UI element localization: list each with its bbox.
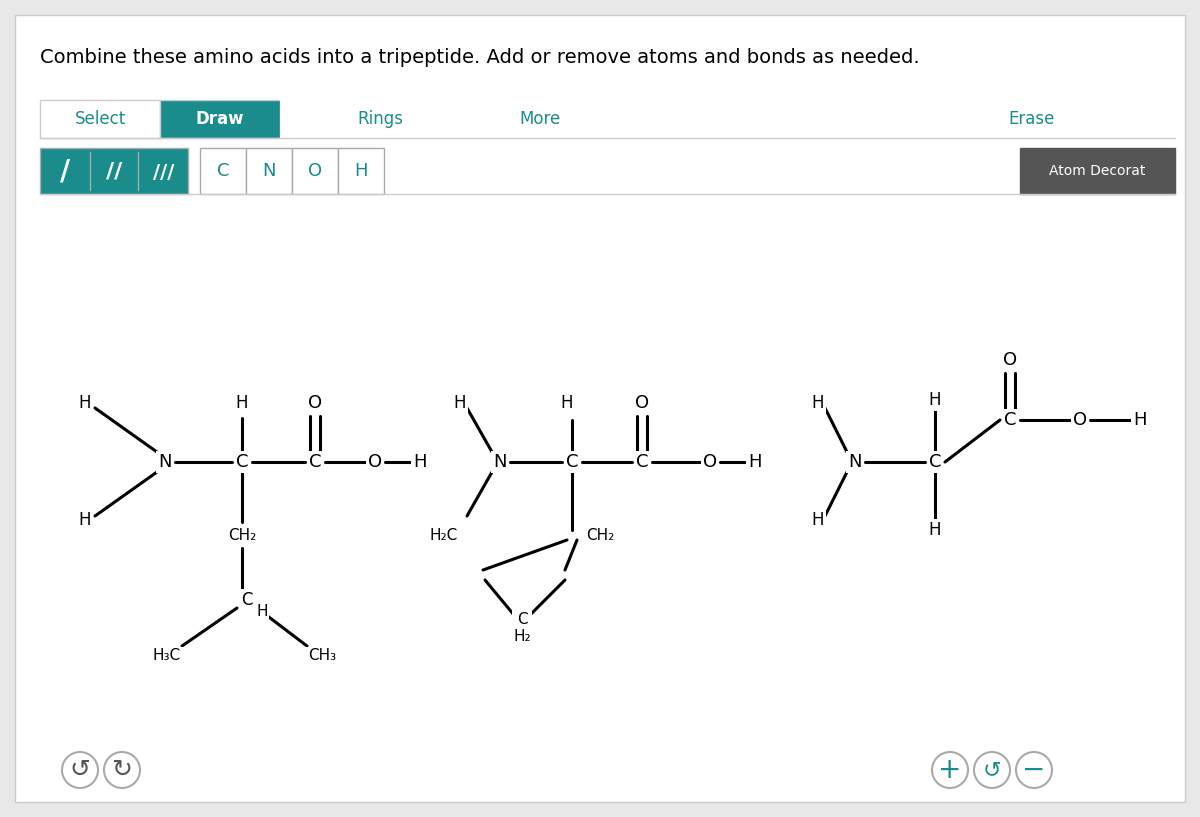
Text: O: O — [1073, 411, 1087, 429]
Text: O: O — [635, 394, 649, 412]
Text: N: N — [848, 453, 862, 471]
Circle shape — [932, 752, 968, 788]
Text: More: More — [520, 110, 560, 128]
Text: C: C — [636, 453, 648, 471]
Text: C: C — [308, 453, 322, 471]
Text: CH₂: CH₂ — [586, 528, 614, 542]
Text: H: H — [235, 394, 248, 412]
Text: /: / — [60, 157, 70, 185]
Text: H: H — [79, 394, 91, 412]
Bar — [40, 148, 188, 194]
Text: N: N — [263, 162, 276, 180]
Text: C: C — [565, 453, 578, 471]
Text: O: O — [1003, 351, 1018, 369]
Text: Rings: Rings — [358, 110, 403, 128]
Text: O: O — [703, 453, 718, 471]
Text: H: H — [929, 391, 941, 409]
Text: N: N — [493, 453, 506, 471]
Text: H: H — [257, 605, 268, 619]
Text: H: H — [811, 394, 824, 412]
Text: H: H — [811, 511, 824, 529]
Text: Draw: Draw — [196, 110, 245, 128]
Text: ///: /// — [154, 163, 175, 181]
Text: Combine these amino acids into a tripeptide. Add or remove atoms and bonds as ne: Combine these amino acids into a tripept… — [40, 47, 919, 66]
Text: Erase: Erase — [1009, 110, 1055, 128]
Text: C: C — [217, 162, 229, 180]
Text: O: O — [308, 394, 322, 412]
Text: CH₃: CH₃ — [308, 649, 336, 663]
Text: H: H — [354, 162, 367, 180]
Bar — [338, 148, 384, 194]
Text: H: H — [454, 394, 467, 412]
Text: O: O — [308, 162, 322, 180]
Bar — [280, 100, 400, 138]
Text: Select: Select — [74, 110, 126, 128]
Circle shape — [104, 752, 140, 788]
Bar — [200, 148, 246, 194]
Text: +: + — [938, 756, 961, 784]
Bar — [1020, 148, 1175, 194]
Text: H: H — [413, 453, 427, 471]
Text: ↺: ↺ — [70, 758, 90, 782]
Text: O: O — [368, 453, 382, 471]
Text: N: N — [158, 453, 172, 471]
Text: H: H — [79, 511, 91, 529]
Bar — [246, 148, 292, 194]
Text: H₃C: H₃C — [152, 649, 181, 663]
Text: CH₂: CH₂ — [228, 528, 256, 542]
Text: ↻: ↻ — [112, 758, 132, 782]
Bar — [40, 100, 160, 138]
Text: C: C — [235, 453, 248, 471]
Text: H: H — [929, 521, 941, 539]
Bar — [160, 100, 280, 138]
Circle shape — [974, 752, 1010, 788]
Text: Atom Decorat: Atom Decorat — [1049, 164, 1145, 178]
Text: C: C — [241, 591, 253, 609]
Text: C: C — [929, 453, 941, 471]
Bar — [292, 148, 338, 194]
Text: //: // — [106, 161, 122, 181]
Text: C
H₂: C H₂ — [514, 612, 530, 644]
Text: C: C — [1003, 411, 1016, 429]
Text: H: H — [560, 394, 574, 412]
Text: H: H — [1133, 411, 1147, 429]
Text: H: H — [749, 453, 762, 471]
Text: −: − — [1022, 756, 1045, 784]
Text: ↺: ↺ — [983, 760, 1001, 780]
Circle shape — [1016, 752, 1052, 788]
Text: H₂C: H₂C — [430, 528, 458, 542]
Circle shape — [62, 752, 98, 788]
